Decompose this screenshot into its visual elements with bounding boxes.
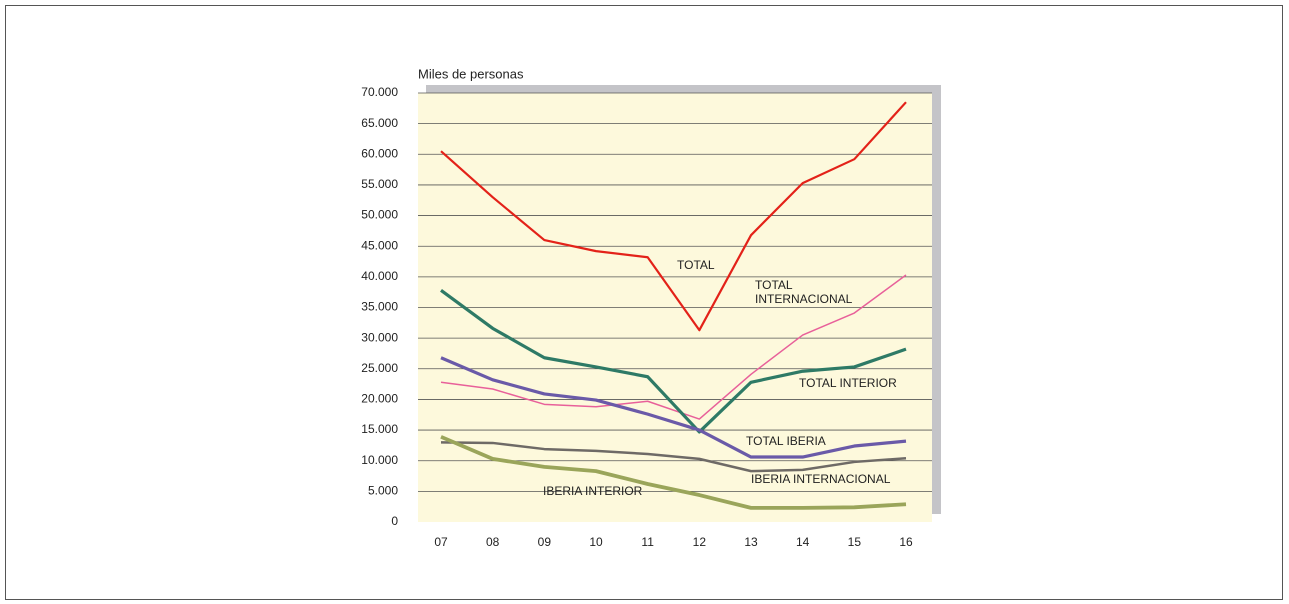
x-tick-label: 12 xyxy=(693,535,707,549)
x-tick-label: 07 xyxy=(434,535,448,549)
x-tick-label: 14 xyxy=(796,535,810,549)
series-label: TOTAL IBERIA xyxy=(746,434,826,448)
y-tick-label: 70.000 xyxy=(361,85,398,99)
x-tick-label: 16 xyxy=(899,535,913,549)
y-tick-label: 35.000 xyxy=(361,300,398,314)
y-tick-label: 20.000 xyxy=(361,392,398,406)
y-tick-label: 25.000 xyxy=(361,361,398,375)
series-line xyxy=(440,289,907,434)
series-line xyxy=(440,441,907,473)
series-label: TOTAL INTERNACIONAL xyxy=(755,278,853,306)
y-tick-label: 55.000 xyxy=(361,177,398,191)
series-label: TOTAL xyxy=(677,258,715,272)
x-tick-label: 10 xyxy=(589,535,603,549)
y-tick-label: 60.000 xyxy=(361,146,398,160)
y-tick-label: 5.000 xyxy=(368,484,398,498)
y-axis-label: Miles de personas xyxy=(418,66,524,81)
x-tick-label: 11 xyxy=(641,535,654,549)
y-tick-label: 0 xyxy=(391,514,398,528)
y-tick-label: 40.000 xyxy=(361,269,398,283)
y-tick-label: 30.000 xyxy=(361,330,398,344)
y-tick-label: 45.000 xyxy=(361,238,398,252)
y-tick-label: 65.000 xyxy=(361,116,398,130)
x-tick-label: 08 xyxy=(486,535,500,549)
series-line xyxy=(440,101,907,332)
x-tick-label: 15 xyxy=(848,535,862,549)
series-line xyxy=(440,435,907,510)
x-tick-label: 13 xyxy=(744,535,758,549)
y-tick-label: 50.000 xyxy=(361,208,398,222)
y-tick-label: 10.000 xyxy=(361,453,398,467)
x-tick-label: 09 xyxy=(538,535,552,549)
series-line xyxy=(440,356,907,459)
series-line xyxy=(440,274,907,420)
y-tick-label: 15.000 xyxy=(361,422,398,436)
series-label: IBERIA INTERNACIONAL xyxy=(751,472,891,486)
series-label: TOTAL INTERIOR xyxy=(799,376,897,390)
series-label: IBERIA INTERIOR xyxy=(543,484,643,498)
